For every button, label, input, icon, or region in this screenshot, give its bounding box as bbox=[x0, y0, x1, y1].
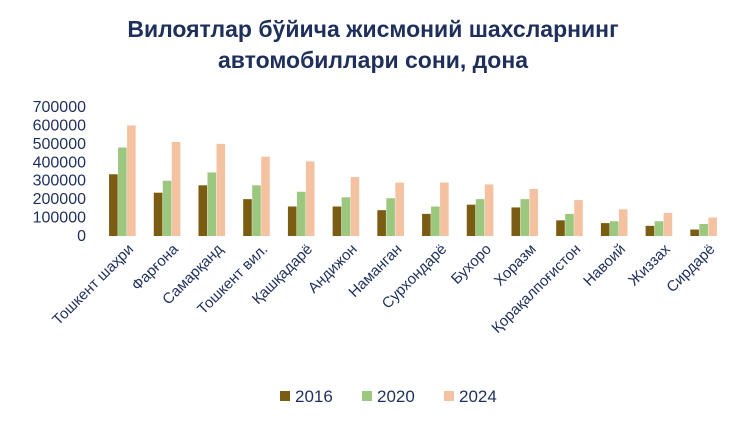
chart-title: Вилоятлар бўйича жисмоний шахсларнинг ав… bbox=[0, 14, 746, 76]
bar-2020 bbox=[341, 197, 351, 236]
legend-swatch-2024 bbox=[444, 391, 454, 401]
chart-title-line-2: автомобиллари сони, дона bbox=[217, 47, 529, 73]
bar-2020 bbox=[118, 147, 127, 236]
bar-2020 bbox=[609, 221, 619, 236]
bar-2020 bbox=[386, 198, 395, 236]
bar-2020 bbox=[654, 221, 664, 236]
bar-2020 bbox=[296, 191, 306, 236]
x-tick-label: Навоий bbox=[580, 241, 629, 290]
legend-label: 2024 bbox=[459, 387, 497, 406]
bar-2020 bbox=[431, 206, 440, 236]
bar-2020 bbox=[565, 213, 574, 236]
bar-2016 bbox=[153, 192, 163, 236]
bar-2024 bbox=[484, 184, 494, 236]
bar-2024 bbox=[216, 143, 226, 236]
bar-2024 bbox=[395, 182, 404, 236]
bar-2024 bbox=[127, 125, 136, 236]
y-tick-label: 100000 bbox=[33, 210, 86, 227]
bar-2024 bbox=[350, 177, 360, 236]
bar-2016 bbox=[422, 213, 431, 236]
bar-2020 bbox=[162, 180, 172, 236]
bar-2024 bbox=[574, 200, 583, 236]
legend-label: 2016 bbox=[295, 387, 333, 406]
bar-2024 bbox=[663, 212, 673, 236]
x-tick-label: Бухоро bbox=[448, 241, 495, 288]
y-tick-label: 700000 bbox=[33, 99, 86, 116]
bar-2024 bbox=[261, 156, 270, 236]
bar-2020 bbox=[207, 172, 217, 236]
bar-2016 bbox=[600, 223, 610, 236]
bar-2016 bbox=[377, 210, 386, 236]
bar-2024 bbox=[171, 142, 181, 236]
bar-2016 bbox=[511, 207, 521, 236]
x-tick-label: Тошкент шаҳри bbox=[49, 241, 137, 329]
bar-2020 bbox=[520, 199, 530, 236]
bar-2024 bbox=[305, 161, 315, 236]
y-tick-label: 0 bbox=[77, 228, 86, 245]
y-tick-label: 200000 bbox=[33, 191, 86, 208]
legend-swatch-2020 bbox=[362, 391, 372, 401]
legend-label: 2020 bbox=[377, 387, 415, 406]
bar-2024 bbox=[618, 209, 628, 236]
bar-2024 bbox=[708, 217, 717, 236]
legend-swatch-2016 bbox=[280, 391, 290, 401]
y-tick-label: 300000 bbox=[33, 173, 86, 190]
bar-2016 bbox=[109, 174, 118, 236]
bar-2024 bbox=[440, 182, 449, 236]
bar-2016 bbox=[645, 225, 655, 236]
y-tick-label: 400000 bbox=[33, 154, 86, 171]
bar-2020 bbox=[699, 224, 708, 236]
bar-2016 bbox=[466, 204, 476, 236]
bar-2024 bbox=[529, 189, 539, 236]
y-tick-label: 600000 bbox=[33, 117, 86, 134]
bar-2016 bbox=[243, 199, 252, 236]
x-tick-label: Сирдарё bbox=[663, 241, 718, 296]
bar-2016 bbox=[556, 220, 565, 236]
bar-2020 bbox=[252, 185, 261, 236]
bar-2016 bbox=[287, 206, 297, 236]
bar-2016 bbox=[332, 206, 342, 236]
bar-2016 bbox=[690, 229, 699, 236]
bar-2016 bbox=[198, 185, 208, 236]
y-tick-label: 500000 bbox=[33, 136, 86, 153]
bar-2020 bbox=[475, 199, 485, 236]
chart-title-line-1: Вилоятлар бўйича жисмоний шахсларнинг bbox=[127, 16, 619, 42]
